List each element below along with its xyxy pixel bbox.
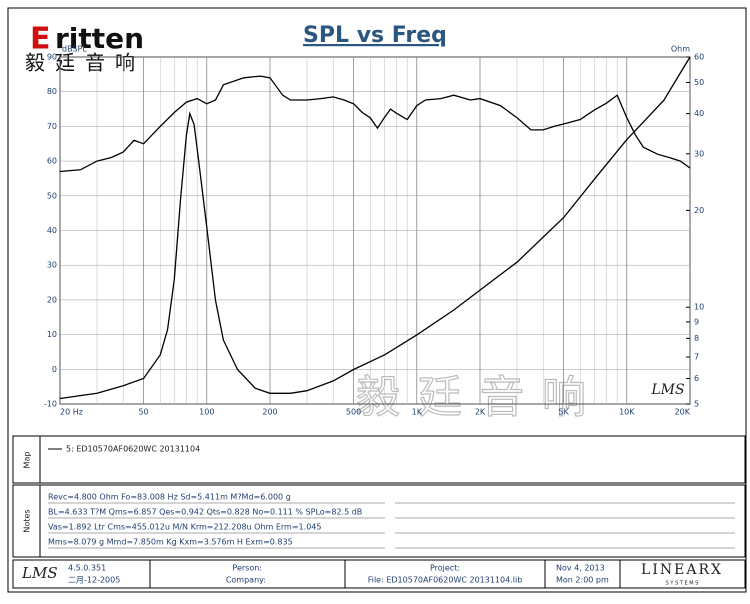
y-tick-label: 20 bbox=[47, 295, 57, 304]
footer-project: Project: bbox=[430, 564, 460, 573]
watermark: 毅廷音响 bbox=[356, 372, 604, 423]
footer: LMS 4.5.0.351 二月-12-2005 Person: Company… bbox=[12, 559, 746, 589]
y-tick-label: 40 bbox=[47, 226, 57, 235]
footer-lms: LMS bbox=[21, 564, 58, 582]
notes-label: Notes bbox=[23, 509, 32, 532]
y2-tick-label: 30 bbox=[694, 149, 704, 158]
y2-tick-label: 8 bbox=[694, 334, 699, 343]
series-line bbox=[59, 56, 691, 400]
series-line bbox=[59, 75, 691, 173]
x-tick-label: 100 bbox=[199, 408, 214, 417]
footer-build: 二月-12-2005 bbox=[68, 576, 120, 585]
y2-tick-label: 9 bbox=[694, 317, 699, 326]
footer-company: Company: bbox=[226, 576, 266, 585]
y-axis-label: dBSPL bbox=[62, 45, 87, 54]
x-tick-label: 200 bbox=[262, 408, 277, 417]
x-tick-label: 5K bbox=[558, 408, 569, 417]
footer-date: Nov 4, 2013 bbox=[556, 564, 605, 573]
y-tick-label: 30 bbox=[47, 261, 57, 270]
map-box bbox=[12, 435, 746, 484]
footer-file: File: ED10570AF0620WC 20131104.lib bbox=[368, 576, 523, 585]
note-line: Mms=8.079 g Mmd=7.850m Kg Kxm=3.576m H E… bbox=[48, 538, 293, 547]
note-line: Vas=1.892 Ltr Cms=455.012u M/N Krm=212.2… bbox=[48, 523, 321, 532]
y2-tick-label: 10 bbox=[694, 303, 704, 312]
y-tick-label: 60 bbox=[47, 157, 57, 166]
y-tick-label: 50 bbox=[47, 191, 57, 200]
chart-title: SPL vs Freq bbox=[303, 23, 447, 48]
y-tick-label: 80 bbox=[47, 87, 57, 96]
y-tick-label: 10 bbox=[47, 330, 57, 339]
frame bbox=[7, 7, 747, 593]
y-tick-label: 0 bbox=[52, 365, 57, 374]
note-line: Revc=4.800 Ohm Fo=83.008 Hz Sd=5.411m M?… bbox=[48, 493, 291, 502]
legend-entry: 5: ED10570AF0620WC 20131104 bbox=[66, 445, 200, 454]
logo-initial: E bbox=[30, 22, 51, 57]
footer-version: 4.5.0.351 bbox=[68, 564, 106, 573]
y2-tick-label: 60 bbox=[694, 53, 704, 62]
y2-tick-label: 50 bbox=[694, 78, 704, 87]
y2-tick-label: 6 bbox=[694, 374, 699, 383]
y2-axis-label: Ohm bbox=[671, 45, 690, 54]
y-tick-label: 70 bbox=[47, 122, 57, 131]
x-tick-label: 20K bbox=[675, 408, 691, 417]
x-tick-label: 500 bbox=[346, 408, 361, 417]
logo-chinese: 毅廷音响 bbox=[25, 51, 145, 75]
y-tick-label: -10 bbox=[44, 400, 57, 409]
x-tick-label: 10K bbox=[619, 408, 635, 417]
y2-tick-label: 40 bbox=[694, 109, 704, 118]
x-tick-label: 50 bbox=[138, 408, 148, 417]
y-tick-label: 90 bbox=[47, 53, 57, 62]
footer-person: Person: bbox=[232, 564, 262, 573]
note-line: BL=4.633 T?M Qms=6.857 Qes=0.942 Qts=0.8… bbox=[48, 508, 362, 517]
footer-vendor: LINEARX bbox=[641, 562, 723, 578]
y2-tick-label: 20 bbox=[694, 206, 704, 215]
x-tick-label: 20 Hz bbox=[60, 408, 83, 417]
notes-box bbox=[12, 484, 746, 558]
logo-brand: ritten bbox=[55, 22, 144, 55]
y2-tick-label: 5 bbox=[694, 400, 699, 409]
x-tick-label: 2K bbox=[475, 408, 486, 417]
x-tick-label: 1K bbox=[412, 408, 423, 417]
map-label: Map bbox=[23, 452, 32, 469]
y2-tick-label: 7 bbox=[694, 353, 699, 362]
footer-time: Mon 2:00 pm bbox=[556, 576, 609, 585]
lms-badge: LMS bbox=[650, 382, 684, 398]
footer-cell bbox=[619, 559, 746, 589]
footer-vendor-sub: S Y S T E M S bbox=[666, 581, 699, 587]
